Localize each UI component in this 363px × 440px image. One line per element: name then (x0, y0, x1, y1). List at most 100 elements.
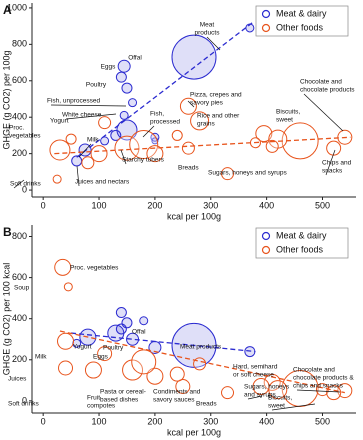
bubble (175, 378, 191, 394)
x-axis-label: kcal per 100g (167, 427, 221, 437)
annotation: Hard, semihard (233, 364, 278, 371)
annotation: Offal (132, 329, 146, 336)
annotation: products (195, 30, 221, 37)
annotation: Proc. vegetables (70, 265, 119, 272)
annotation-arrow (187, 100, 195, 108)
annotation-arrow (271, 403, 316, 411)
annotation: Juices (8, 376, 27, 383)
trend-line (71, 332, 256, 353)
annotation-arrow (120, 149, 127, 165)
annotation: compotes (87, 403, 116, 410)
legend-label: Other foods (276, 244, 324, 254)
annotation-arrow (325, 149, 336, 176)
x-tick-label: 0 (41, 200, 46, 210)
bubble (115, 307, 127, 319)
panel-label: B (3, 225, 12, 239)
trend-line (54, 136, 351, 155)
legend-label: Other foods (276, 22, 324, 32)
bubble (117, 59, 131, 73)
bubble (146, 367, 164, 385)
annotation: vegetables (9, 133, 41, 140)
annotation-arrow (247, 395, 263, 400)
bubble (326, 140, 342, 156)
x-tick-label: 400 (259, 200, 274, 210)
annotation: processed (150, 119, 180, 126)
annotation: Sugars, honeys and syrups (208, 170, 288, 177)
bubble (190, 111, 210, 131)
bubble (84, 361, 102, 379)
x-tick-label: 100 (92, 200, 107, 210)
bubble (221, 167, 235, 181)
legend-box (255, 5, 349, 37)
x-tick-label: 500 (315, 200, 330, 210)
annotation: Chocolate and (293, 367, 335, 374)
annotation: Biscuits, (268, 395, 292, 402)
annotation: Yogurt (50, 118, 69, 125)
bubble (121, 82, 133, 94)
annotation: grains (197, 121, 215, 128)
trend-line (76, 21, 254, 158)
annotation: sweet (268, 403, 285, 410)
bubble (97, 346, 113, 362)
panel-label: A (3, 3, 12, 17)
y-tick-label: 200 (12, 354, 27, 364)
bubble (49, 139, 71, 161)
y-tick-label: 800 (12, 39, 27, 49)
y-tick-label: 200 (12, 148, 27, 158)
y-tick-label: 0 (22, 184, 27, 194)
bubble (179, 97, 197, 115)
bubble (98, 116, 112, 130)
bubble (146, 145, 164, 163)
bubble (65, 133, 77, 145)
annotation: Poultry (86, 82, 107, 89)
annotation: Poultry (103, 345, 124, 352)
annotation: Chocolate and (300, 79, 342, 86)
annotation: Breads (178, 165, 199, 172)
bubble (72, 338, 82, 348)
annotation: savory pies (190, 100, 224, 107)
annotation-arrow (50, 104, 127, 107)
legend-marker (261, 23, 271, 33)
annotation-arrow (13, 179, 25, 189)
bubble (139, 316, 149, 326)
annotation: chips and snacks (293, 383, 344, 390)
annotation: Soft drinks (10, 181, 41, 188)
annotation: Milk (35, 354, 47, 361)
annotation: Offal (128, 55, 142, 62)
y-tick-label: 400 (12, 313, 27, 323)
y-tick-label: 600 (12, 272, 27, 282)
bubble (57, 332, 75, 350)
annotation: Eggs (101, 64, 117, 71)
annotation-arrow (296, 389, 341, 393)
annotation: Sugars, honeys (244, 384, 290, 391)
annotation: savory sauces (153, 397, 195, 404)
bubble (128, 98, 138, 108)
x-tick-label: 200 (147, 416, 162, 426)
bubble (221, 386, 235, 400)
annotation-arrow (303, 93, 344, 132)
annotation: Meat products (180, 344, 222, 351)
bubble (129, 130, 159, 160)
legend-label: Meat & dairy (276, 8, 327, 18)
bubble (58, 360, 74, 376)
bubble (81, 156, 95, 170)
annotation: Biscuits, (276, 109, 300, 116)
annotation: Fish, (150, 111, 164, 118)
annotation: Breads (196, 401, 217, 408)
x-tick-label: 0 (41, 416, 46, 426)
annotation-arrow (65, 113, 117, 120)
annotation: Meat (200, 22, 215, 29)
bubble (169, 366, 185, 382)
legend-marker (261, 9, 271, 19)
annotation-arrow (76, 165, 80, 187)
x-axis-label: kcal per 100g (167, 211, 221, 221)
annotation: Condiments and (153, 389, 201, 396)
bubble (119, 110, 129, 120)
y-tick-label: 1000 (7, 2, 27, 12)
x-tick-label: 500 (315, 416, 330, 426)
bubble (52, 174, 62, 184)
y-tick-label: 800 (12, 231, 27, 241)
annotation: and syrups (244, 392, 277, 399)
x-tick-label: 400 (259, 416, 274, 426)
annotation: Pizza, crepes and (190, 92, 242, 99)
